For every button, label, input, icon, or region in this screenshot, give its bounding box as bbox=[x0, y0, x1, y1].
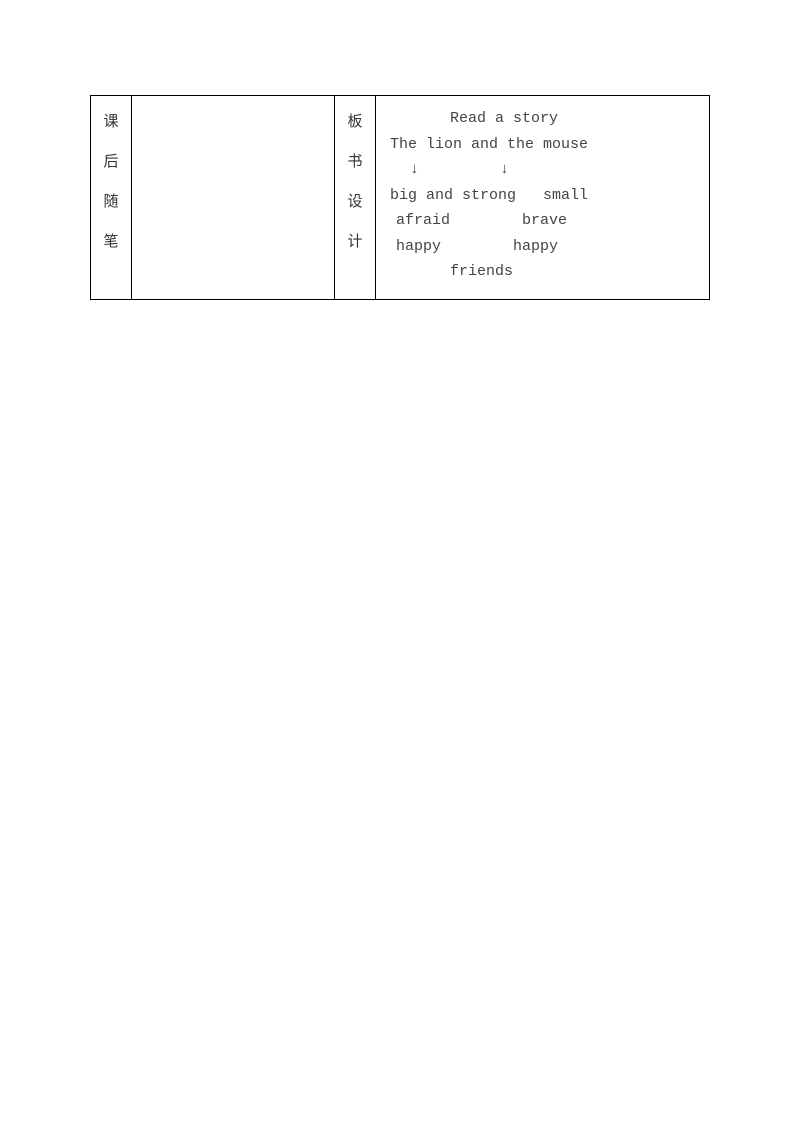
arrow-down-icon: ↓ bbox=[410, 161, 419, 178]
right-header-char: 板 bbox=[335, 108, 375, 148]
arrow-down-icon: ↓ bbox=[500, 161, 509, 178]
left-header-cell: 课 后 随 笔 bbox=[91, 96, 132, 300]
board-subtitle: The lion and the mouse bbox=[390, 132, 699, 158]
left-header-char: 随 bbox=[91, 188, 131, 228]
right-header-char: 计 bbox=[335, 228, 375, 268]
board-arrows: ↓ ↓ bbox=[390, 157, 699, 183]
board-text: small bbox=[543, 187, 588, 204]
left-header-char: 笔 bbox=[91, 228, 131, 268]
lesson-table: 课 后 随 笔 板 书 设 计 Read a story The lion an… bbox=[90, 95, 710, 300]
board-row: big and strong small bbox=[390, 183, 699, 209]
left-header-char: 课 bbox=[91, 108, 131, 148]
board-text: happy bbox=[513, 238, 558, 255]
page-container: 课 后 随 笔 板 书 设 计 Read a story The lion an… bbox=[0, 0, 800, 300]
board-text: brave bbox=[522, 212, 567, 229]
right-header-char: 设 bbox=[335, 188, 375, 228]
notes-cell bbox=[132, 96, 335, 300]
board-text: big and strong bbox=[390, 187, 516, 204]
left-header-char: 后 bbox=[91, 148, 131, 188]
board-row: afraid brave bbox=[390, 208, 699, 234]
board-design-cell: Read a story The lion and the mouse ↓ ↓ … bbox=[376, 96, 710, 300]
board-text: happy bbox=[396, 238, 441, 255]
right-header-cell: 板 书 设 计 bbox=[335, 96, 376, 300]
board-row: happy happy bbox=[390, 234, 699, 260]
board-title: Read a story bbox=[390, 106, 699, 132]
board-row: friends bbox=[390, 259, 699, 285]
right-header-char: 书 bbox=[335, 148, 375, 188]
board-text: afraid bbox=[396, 212, 450, 229]
